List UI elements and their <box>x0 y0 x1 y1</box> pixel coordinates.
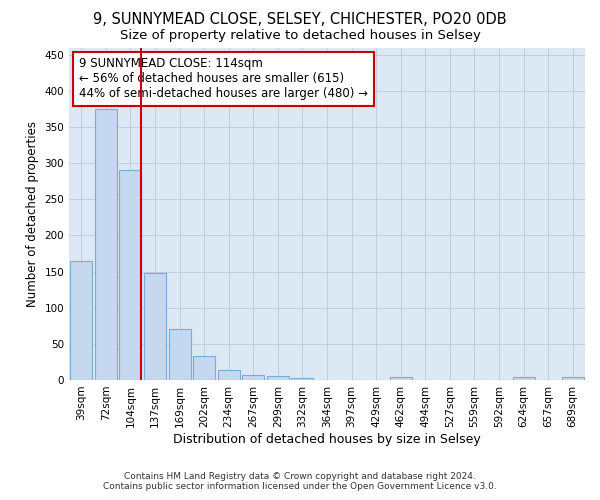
Y-axis label: Number of detached properties: Number of detached properties <box>26 120 39 306</box>
Text: 9 SUNNYMEAD CLOSE: 114sqm
← 56% of detached houses are smaller (615)
44% of semi: 9 SUNNYMEAD CLOSE: 114sqm ← 56% of detac… <box>79 58 368 100</box>
Text: Contains HM Land Registry data © Crown copyright and database right 2024.
Contai: Contains HM Land Registry data © Crown c… <box>103 472 497 491</box>
Bar <box>267 376 289 380</box>
Bar <box>193 356 215 380</box>
Bar <box>119 170 142 380</box>
Bar <box>218 370 240 380</box>
X-axis label: Distribution of detached houses by size in Selsey: Distribution of detached houses by size … <box>173 432 481 446</box>
Bar <box>562 377 584 380</box>
Bar <box>242 375 265 380</box>
Bar <box>70 260 92 380</box>
Text: 9, SUNNYMEAD CLOSE, SELSEY, CHICHESTER, PO20 0DB: 9, SUNNYMEAD CLOSE, SELSEY, CHICHESTER, … <box>93 12 507 28</box>
Bar <box>169 330 191 380</box>
Text: Size of property relative to detached houses in Selsey: Size of property relative to detached ho… <box>119 29 481 42</box>
Bar <box>95 109 117 380</box>
Bar <box>144 273 166 380</box>
Bar <box>389 377 412 380</box>
Bar <box>292 378 313 380</box>
Bar <box>512 377 535 380</box>
